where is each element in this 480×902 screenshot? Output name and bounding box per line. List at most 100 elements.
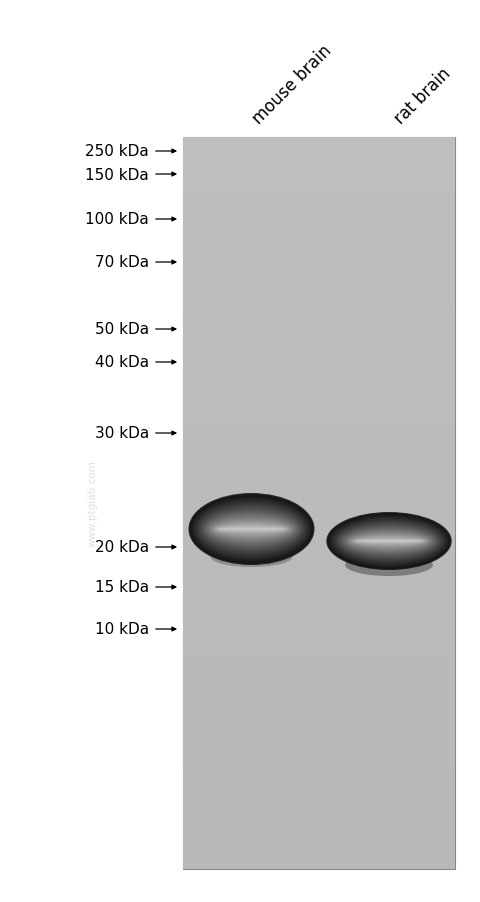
Bar: [183, 781, 455, 786]
Bar: [183, 829, 455, 833]
Bar: [183, 339, 455, 343]
Bar: [183, 836, 455, 841]
Bar: [183, 558, 455, 563]
Ellipse shape: [190, 494, 313, 564]
Bar: [183, 624, 455, 629]
Bar: [183, 576, 455, 581]
Ellipse shape: [205, 512, 298, 547]
Ellipse shape: [197, 503, 306, 556]
Bar: [183, 664, 455, 668]
Bar: [183, 642, 455, 647]
Bar: [183, 580, 455, 584]
Bar: [183, 733, 455, 738]
Bar: [183, 299, 455, 303]
Bar: [183, 277, 455, 281]
Bar: [183, 145, 455, 150]
Bar: [183, 386, 455, 391]
Text: 150 kDa: 150 kDa: [85, 167, 149, 182]
Bar: [183, 382, 455, 387]
Bar: [183, 368, 455, 373]
Bar: [183, 471, 455, 474]
Bar: [183, 328, 455, 332]
Bar: [183, 240, 455, 244]
Bar: [183, 174, 455, 179]
Bar: [183, 749, 455, 752]
Bar: [183, 434, 455, 438]
Bar: [183, 467, 455, 471]
Text: mouse brain: mouse brain: [249, 41, 335, 128]
Bar: [183, 445, 455, 449]
Bar: [183, 489, 455, 493]
Bar: [183, 653, 455, 658]
Bar: [183, 785, 455, 789]
Bar: [183, 207, 455, 211]
Bar: [183, 354, 455, 358]
Bar: [183, 427, 455, 431]
Ellipse shape: [357, 540, 421, 542]
Ellipse shape: [355, 538, 423, 544]
Text: 15 kDa: 15 kDa: [95, 580, 149, 594]
Ellipse shape: [335, 520, 444, 563]
Bar: [183, 273, 455, 277]
Bar: [183, 822, 455, 825]
Bar: [183, 270, 455, 273]
Bar: [183, 160, 455, 164]
Bar: [183, 621, 455, 624]
Bar: [183, 529, 455, 533]
Bar: [183, 262, 455, 266]
Bar: [183, 336, 455, 339]
Bar: [183, 222, 455, 226]
Bar: [183, 138, 455, 869]
Bar: [183, 412, 455, 416]
Ellipse shape: [201, 508, 302, 551]
Ellipse shape: [343, 528, 435, 555]
Ellipse shape: [345, 529, 433, 553]
Ellipse shape: [195, 501, 308, 558]
Bar: [183, 309, 455, 314]
Bar: [183, 167, 455, 171]
Ellipse shape: [215, 523, 288, 536]
Bar: [183, 603, 455, 606]
Bar: [183, 170, 455, 175]
Bar: [183, 861, 455, 866]
Ellipse shape: [217, 526, 286, 533]
Bar: [183, 452, 455, 456]
Bar: [183, 646, 455, 650]
Bar: [183, 606, 455, 610]
Bar: [183, 544, 455, 548]
Bar: [183, 405, 455, 409]
Bar: [183, 229, 455, 234]
Bar: [183, 306, 455, 310]
Bar: [183, 226, 455, 230]
Ellipse shape: [204, 511, 299, 548]
Bar: [183, 416, 455, 419]
Bar: [183, 569, 455, 574]
Bar: [183, 281, 455, 285]
Bar: [183, 537, 455, 540]
Bar: [183, 514, 455, 519]
Bar: [183, 594, 455, 599]
Text: 40 kDa: 40 kDa: [95, 355, 149, 370]
Ellipse shape: [211, 519, 292, 540]
Bar: [183, 423, 455, 428]
Bar: [183, 478, 455, 482]
Text: 50 kDa: 50 kDa: [95, 322, 149, 337]
Bar: [183, 496, 455, 501]
Ellipse shape: [351, 536, 427, 548]
Bar: [183, 247, 455, 252]
Ellipse shape: [206, 514, 297, 545]
Text: rat brain: rat brain: [391, 65, 455, 128]
Bar: [183, 521, 455, 526]
Bar: [183, 464, 455, 467]
Bar: [183, 332, 455, 336]
Bar: [183, 142, 455, 145]
Bar: [183, 409, 455, 412]
Bar: [183, 379, 455, 383]
Bar: [183, 562, 455, 566]
Text: www.ptglab.com: www.ptglab.com: [88, 460, 98, 547]
Bar: [183, 610, 455, 613]
Bar: [183, 181, 455, 186]
Ellipse shape: [336, 521, 442, 562]
Ellipse shape: [218, 527, 285, 532]
Bar: [183, 343, 455, 346]
